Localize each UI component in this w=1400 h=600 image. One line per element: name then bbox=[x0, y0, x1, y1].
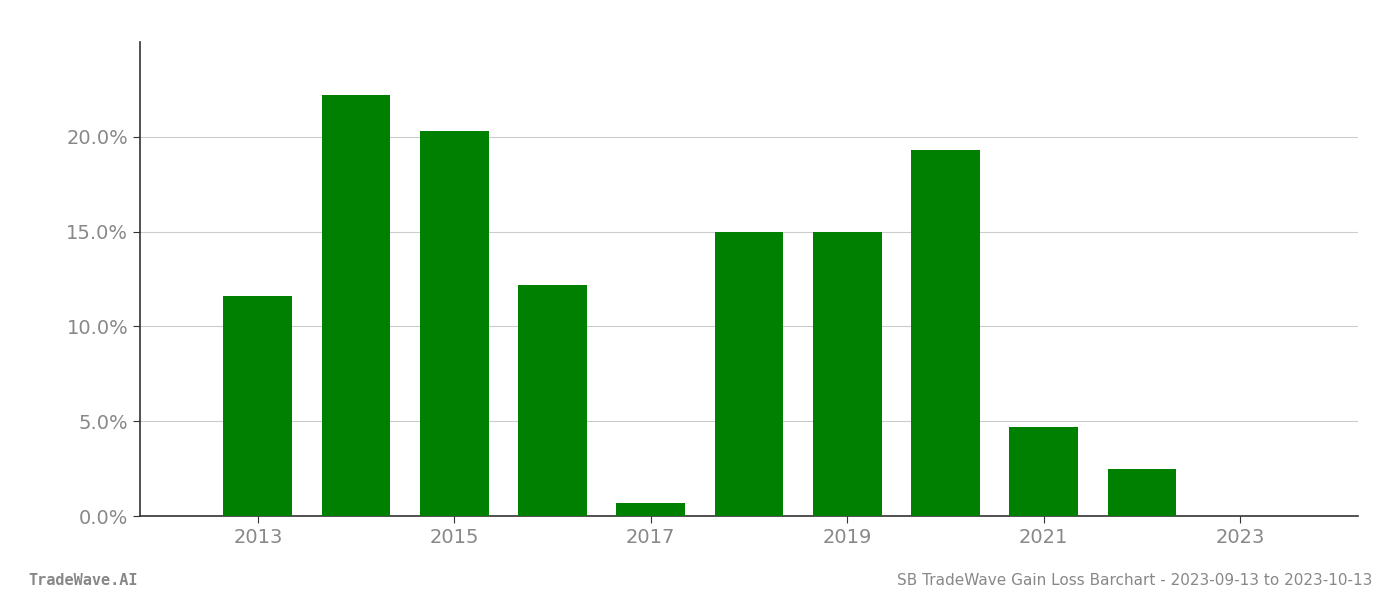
Bar bbox=[322, 95, 391, 516]
Bar bbox=[714, 232, 784, 516]
Bar bbox=[518, 284, 587, 516]
Bar bbox=[224, 296, 293, 516]
Text: SB TradeWave Gain Loss Barchart - 2023-09-13 to 2023-10-13: SB TradeWave Gain Loss Barchart - 2023-0… bbox=[896, 573, 1372, 588]
Text: TradeWave.AI: TradeWave.AI bbox=[28, 573, 137, 588]
Bar bbox=[1009, 427, 1078, 516]
Bar bbox=[420, 131, 489, 516]
Bar bbox=[1107, 469, 1176, 516]
Bar bbox=[813, 232, 882, 516]
Bar bbox=[616, 503, 685, 516]
Bar bbox=[911, 150, 980, 516]
